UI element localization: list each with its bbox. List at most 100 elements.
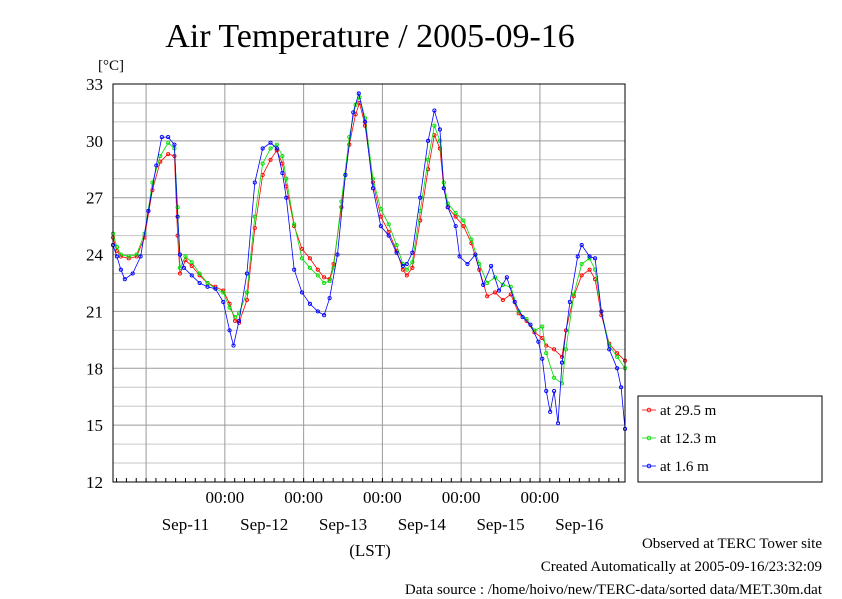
data-point	[166, 140, 171, 145]
data-point	[410, 250, 415, 255]
chart-title: Air Temperature / 2005-09-16	[165, 18, 575, 55]
data-point	[575, 254, 580, 259]
data-point	[540, 324, 545, 329]
data-point	[322, 280, 327, 286]
data-point	[221, 290, 226, 295]
data-point	[126, 254, 131, 259]
data-point	[567, 299, 572, 305]
data-point	[181, 265, 186, 270]
legend-box	[637, 395, 823, 483]
data-point	[386, 229, 391, 234]
data-point	[268, 157, 273, 162]
data-point	[587, 254, 592, 259]
data-point	[322, 313, 327, 318]
x-time-label: 00:00	[521, 488, 560, 507]
data-point	[394, 250, 399, 255]
data-point	[227, 328, 232, 333]
data-point	[274, 142, 279, 147]
data-point	[453, 224, 458, 229]
legend-swatch-marker	[646, 463, 652, 469]
data-point	[461, 218, 466, 223]
data-point	[244, 290, 249, 295]
data-point	[559, 354, 565, 359]
data-point	[370, 176, 375, 181]
data-point	[177, 271, 183, 276]
data-point	[189, 260, 194, 265]
data-point	[315, 267, 320, 272]
data-point	[445, 205, 450, 210]
series-line	[112, 101, 626, 361]
data-point	[205, 280, 210, 286]
x-time-label: 00:00	[205, 488, 244, 507]
data-point	[386, 233, 391, 238]
data-point	[441, 186, 446, 191]
data-point	[327, 296, 332, 301]
data-point	[260, 146, 265, 151]
data-point	[400, 263, 405, 268]
y-tick-label: 30	[86, 132, 103, 151]
x-time-label: 00:00	[284, 488, 323, 507]
x-date-label: Sep-14	[398, 515, 447, 534]
data-point	[177, 265, 183, 270]
data-point	[536, 339, 541, 344]
x-date-label: Sep-12	[240, 515, 288, 534]
data-point	[615, 354, 620, 359]
data-point	[307, 301, 312, 306]
x-date-label: Sep-15	[476, 515, 524, 534]
data-point	[504, 275, 509, 280]
data-point	[114, 254, 119, 259]
data-point	[410, 260, 415, 265]
data-point	[485, 294, 490, 299]
data-point	[473, 252, 478, 257]
data-point	[370, 186, 375, 191]
data-point	[252, 180, 257, 185]
y-tick-label: 12	[86, 473, 103, 492]
data-point	[410, 265, 415, 270]
data-point	[166, 135, 171, 140]
data-point	[189, 263, 194, 268]
data-point	[292, 267, 297, 272]
data-point	[552, 347, 557, 352]
data-point	[619, 385, 624, 390]
data-point	[122, 277, 127, 282]
data-point	[552, 375, 557, 380]
y-tick-label: 27	[86, 189, 104, 208]
x-date-label: Sep-16	[555, 515, 603, 534]
data-point	[461, 224, 466, 229]
data-point	[356, 91, 361, 96]
legend-swatch-marker	[646, 407, 652, 413]
data-point	[172, 142, 177, 147]
legend-swatch-marker	[646, 435, 652, 441]
data-series	[110, 91, 628, 431]
data-point	[292, 222, 297, 227]
y-tick-label: 24	[86, 246, 104, 265]
data-point	[189, 273, 194, 278]
data-point	[593, 256, 598, 261]
data-point	[339, 205, 344, 210]
series-line	[112, 96, 626, 385]
data-point	[159, 135, 164, 140]
data-point	[347, 135, 352, 140]
data-point	[183, 254, 188, 259]
x-time-label: 00:00	[363, 488, 402, 507]
data-point	[432, 123, 437, 128]
x-tick-labels: 00:00 00:00 00:00 00:00 00:00 Sep-11 Sep-12 Sep…	[162, 488, 604, 534]
data-point	[146, 208, 151, 214]
data-point	[158, 153, 163, 159]
data-point	[138, 254, 143, 259]
data-point	[496, 288, 502, 293]
data-point	[378, 207, 383, 212]
data-point	[233, 315, 238, 320]
plot-frame	[112, 83, 626, 483]
data-point	[280, 171, 285, 176]
data-point	[205, 284, 210, 289]
data-point	[378, 224, 383, 229]
data-point	[274, 146, 279, 151]
data-point	[260, 161, 265, 166]
data-point	[512, 299, 517, 305]
data-point	[227, 305, 232, 310]
data-point	[386, 222, 391, 227]
data-point	[426, 138, 431, 143]
data-point	[315, 309, 320, 314]
data-point	[268, 146, 273, 151]
